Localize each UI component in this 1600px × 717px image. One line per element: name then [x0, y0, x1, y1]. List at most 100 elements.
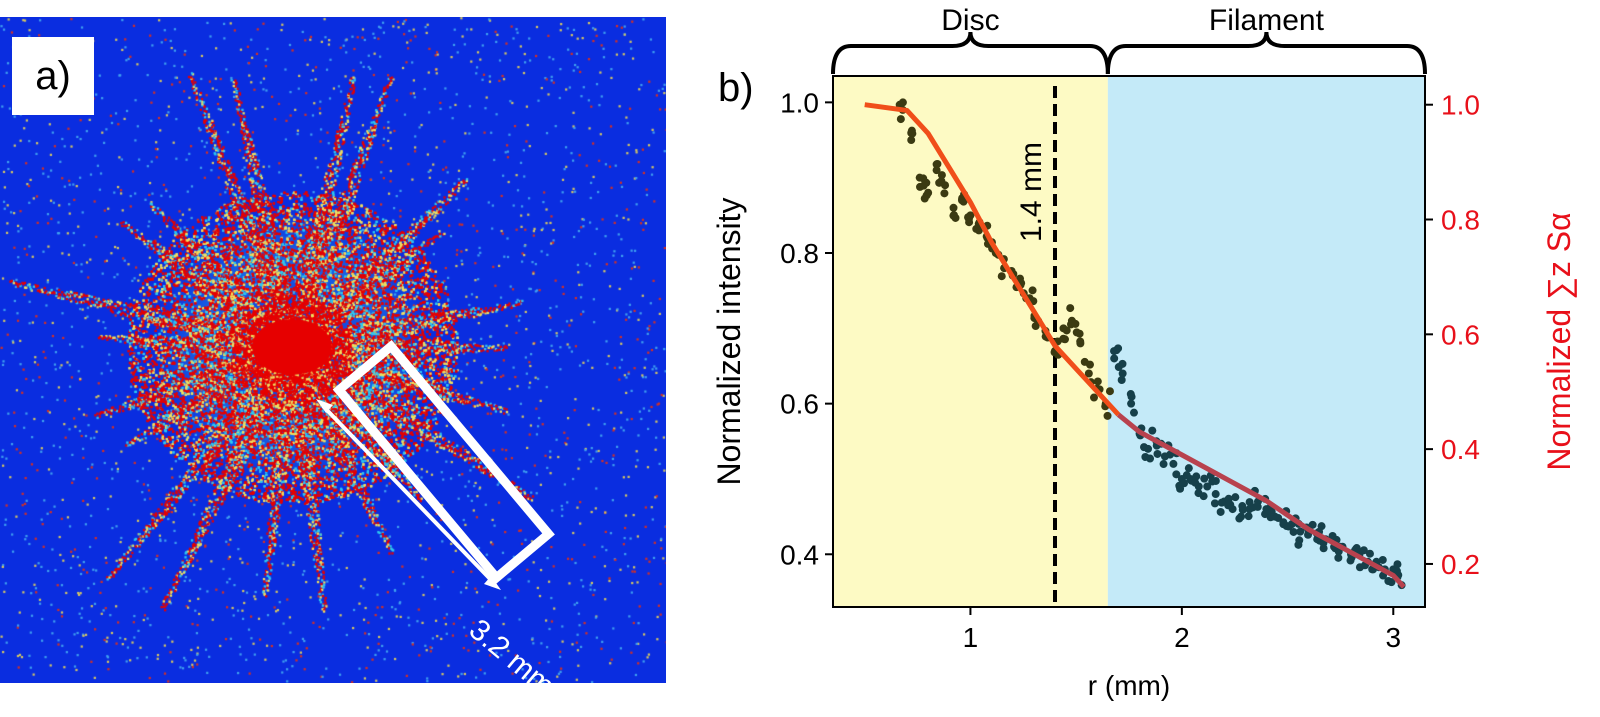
data-point — [1351, 545, 1360, 554]
data-point — [916, 182, 925, 191]
data-point — [1105, 387, 1114, 396]
data-point — [920, 194, 929, 203]
chart-labels: r (mm) Normalized intensity Normalized ∑z … — [711, 197, 1577, 701]
y2-tick-label: 0.4 — [1441, 434, 1480, 465]
region-braces: Disc Filament — [831, 4, 1427, 75]
data-point — [1176, 484, 1185, 493]
data-point — [1191, 478, 1200, 487]
region-label-filament: Filament — [1209, 4, 1325, 37]
y2-axis-label: Normalized ∑z Sα — [1541, 212, 1577, 470]
data-point — [1267, 507, 1276, 516]
plot-frame — [832, 75, 1426, 608]
data-point — [997, 272, 1006, 281]
data-point — [965, 218, 974, 227]
data-point — [1110, 354, 1119, 363]
data-point — [1153, 449, 1162, 458]
data-point — [1244, 512, 1253, 521]
data-point — [1140, 443, 1149, 452]
data-point — [940, 189, 949, 198]
y-tick-label: 0.6 — [780, 389, 819, 420]
data-point — [1184, 464, 1193, 473]
data-point — [1114, 363, 1123, 372]
data-point — [933, 159, 942, 168]
data-point — [1289, 527, 1298, 536]
data-point — [932, 166, 941, 175]
series-line-disc — [864, 102, 1121, 417]
y2-tick-label: 1.0 — [1441, 90, 1480, 121]
data-point — [1200, 474, 1209, 483]
x-tick-label: 1 — [963, 622, 979, 653]
scale-bar-arrowhead-end — [484, 576, 501, 590]
data-point — [1231, 493, 1240, 502]
annotation-overlay — [316, 339, 555, 590]
region-label-disc: Disc — [941, 4, 999, 37]
data-point — [1208, 477, 1217, 486]
vline-label: 1.4 mm — [1015, 142, 1048, 242]
data-point — [907, 128, 916, 137]
data-point — [1279, 518, 1288, 527]
y-axis-label: Normalized intensity — [711, 197, 747, 485]
data-point — [1103, 411, 1112, 420]
data-point — [1359, 546, 1368, 555]
data-point — [1084, 369, 1093, 378]
data-point — [1238, 502, 1247, 511]
data-point — [1028, 286, 1037, 295]
data-point — [1203, 482, 1212, 491]
analysis-region-rectangle — [332, 339, 555, 585]
series-line-filament — [1116, 412, 1406, 589]
data-point — [896, 115, 905, 124]
data-point — [1211, 490, 1220, 499]
data-point — [1284, 522, 1293, 531]
data-point — [1066, 304, 1075, 313]
x-axis-label: r (mm) — [1088, 670, 1170, 701]
data-point — [1295, 536, 1304, 545]
data-point — [1129, 408, 1138, 417]
data-point — [1118, 369, 1127, 378]
data-point — [1110, 347, 1119, 356]
data-point — [1126, 390, 1135, 399]
microscopy-image-panel: a) 3.2 mm — [0, 17, 666, 683]
data-point — [1308, 520, 1317, 529]
data-point — [1146, 454, 1155, 463]
data-point — [1328, 531, 1337, 540]
data-point — [1319, 544, 1328, 553]
region-filament — [1107, 76, 1425, 607]
data-point — [1076, 337, 1085, 346]
axes: 1 2 3 0.4 0.6 0.8 1.0 0.2 0.4 0.6 0.8 1.0 — [780, 75, 1480, 653]
data-point — [1093, 377, 1102, 386]
data-point — [937, 171, 946, 180]
y-tick-label: 1.0 — [780, 87, 819, 118]
data-point — [1148, 426, 1157, 435]
data-point — [1062, 326, 1071, 335]
data-point — [1080, 357, 1089, 366]
y2-tick-label: 0.2 — [1441, 549, 1480, 580]
data-point — [1235, 514, 1244, 523]
brace-disc — [831, 31, 1110, 75]
data-point — [1296, 527, 1305, 536]
data-point — [1159, 460, 1168, 469]
data-point — [1071, 319, 1080, 328]
data-point — [1216, 507, 1225, 516]
profile-chart: 1.4 mm 1 2 3 0.4 0.6 0.8 1.0 0.2 0.4 0.6 0.8 1.0 Di… — [711, 4, 1577, 701]
brace-filament — [1105, 31, 1427, 75]
data-point — [1075, 329, 1084, 338]
data-point — [907, 136, 916, 145]
data-point — [1387, 578, 1396, 587]
data-point — [1166, 450, 1175, 459]
x-tick-label: 2 — [1174, 622, 1190, 653]
data-point — [1031, 322, 1040, 331]
y-tick-label: 0.4 — [780, 539, 819, 570]
scale-bar-line — [321, 404, 496, 585]
data-point — [922, 178, 931, 187]
panel-b-label: b) — [718, 66, 754, 110]
data-point — [1182, 471, 1191, 480]
data-point — [959, 197, 968, 206]
data-point — [1192, 472, 1201, 481]
data-point — [937, 177, 946, 186]
data-point — [1393, 560, 1402, 569]
speckle-image — [0, 17, 666, 683]
data-point — [949, 203, 958, 212]
data-point — [1210, 499, 1219, 508]
simulation-curve — [864, 102, 1406, 589]
panel-a-label: a) — [12, 37, 94, 115]
